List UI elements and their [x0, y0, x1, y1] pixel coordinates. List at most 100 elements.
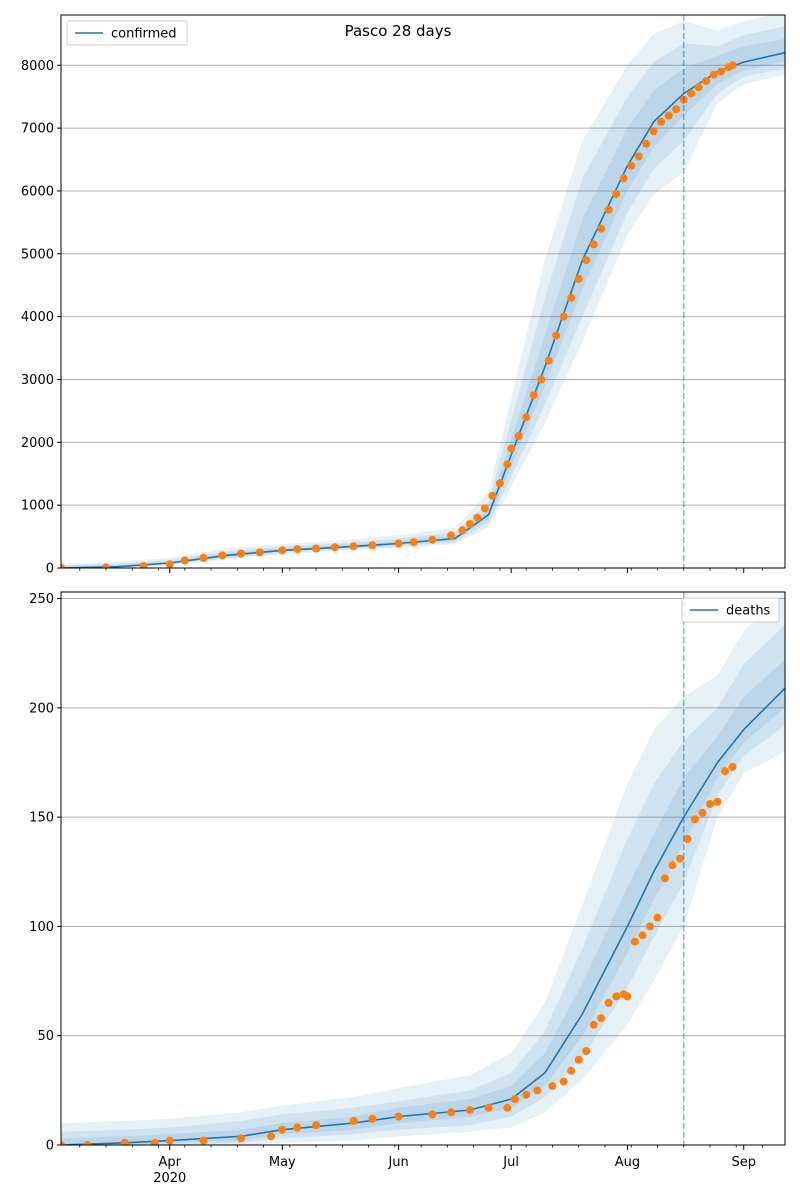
confirmed-legend-box — [66, 20, 188, 46]
deaths-observed-point — [61, 1141, 65, 1145]
deaths-observed-point — [698, 808, 707, 817]
deaths-panel: 0 50 100 150 200 250 Apr May Jun Jul Aug Sep 2020 dea… — [29, 591, 786, 1186]
deaths-observed-point — [567, 1066, 576, 1075]
deaths-observed-point — [447, 1108, 456, 1117]
confirmed-observed-point — [368, 541, 377, 550]
confirmed-observed-point — [664, 111, 673, 120]
confirmed-observed-point — [694, 83, 703, 92]
deaths-observed-point — [484, 1103, 493, 1112]
deaths-observed-point — [349, 1117, 358, 1125]
confirmed-observed-point — [507, 444, 516, 453]
deaths-legend: deaths — [681, 597, 780, 623]
confirmed-observed-point — [488, 491, 497, 500]
deaths-observed-point — [691, 815, 699, 824]
deaths-legend-box — [681, 597, 780, 623]
deaths-observed-point — [668, 861, 677, 870]
deaths-observed-point — [465, 1106, 474, 1114]
deaths-observed-point — [510, 1095, 519, 1104]
deaths-observed-point — [237, 1134, 246, 1143]
confirmed-observed-point — [687, 89, 696, 98]
confirmed-y-tick-label: 1000 — [21, 499, 54, 514]
deaths-observed-point — [683, 835, 692, 843]
confirmed-observed-point — [604, 205, 613, 214]
confirmed-y-tick-label: 6000 — [21, 184, 54, 199]
x-tick-label: May — [269, 1155, 296, 1170]
deaths-observed-point — [503, 1103, 512, 1112]
confirmed-observed-point — [589, 240, 598, 249]
confirmed-observed-point — [717, 67, 726, 76]
x-tick-label: Apr — [159, 1155, 182, 1170]
x-tick-label: Sep — [731, 1155, 756, 1170]
confirmed-observed-point — [642, 139, 651, 148]
deaths-observed-point — [559, 1077, 568, 1086]
confirmed-y-tick-label: 4000 — [21, 310, 54, 325]
confirmed-observed-point — [728, 61, 737, 70]
confirmed-observed-point — [495, 479, 504, 488]
deaths-observed-point — [661, 874, 669, 883]
deaths-observed-point — [604, 998, 613, 1007]
deaths-observed-point — [548, 1082, 557, 1090]
deaths-observed-point — [368, 1114, 377, 1123]
deaths-observed-point — [165, 1136, 174, 1145]
deaths-observed-point — [533, 1086, 542, 1095]
confirmed-y-tick-label: 5000 — [21, 247, 54, 262]
confirmed-observed-point — [627, 161, 636, 170]
confirmed-legend-label: confirmed — [111, 27, 177, 42]
deaths-y-tick-label: 0 — [46, 1139, 54, 1154]
confirmed-observed-point — [544, 356, 553, 365]
deaths-observed-point — [293, 1123, 302, 1132]
x-year-label: 2020 — [153, 1171, 186, 1186]
x-tick-label: Aug — [615, 1155, 640, 1170]
confirmed-observed-point — [237, 549, 246, 558]
confirmed-observed-point — [199, 553, 208, 562]
deaths-observed-point — [278, 1125, 287, 1134]
confirmed-observed-point — [218, 551, 227, 560]
confirmed-observed-point — [293, 545, 302, 554]
deaths-y-tick-label: 50 — [37, 1029, 54, 1044]
confirmed-uncertainty-band — [61, 26, 785, 568]
confirmed-y-tick-label: 3000 — [21, 373, 54, 388]
confirmed-observed-point — [473, 513, 482, 522]
confirmed-observed-point — [567, 293, 576, 302]
deaths-observed-point — [312, 1121, 321, 1130]
confirmed-observed-point — [709, 70, 718, 79]
confirmed-legend: confirmed — [66, 20, 188, 46]
deaths-observed-point — [267, 1132, 276, 1141]
confirmed-observed-point — [165, 560, 174, 568]
deaths-observed-point — [612, 992, 621, 1001]
confirmed-observed-point — [597, 224, 606, 233]
confirmed-observed-point — [702, 77, 711, 85]
confirmed-observed-point — [503, 460, 512, 469]
confirmed-uncertainty-band — [61, 38, 785, 568]
confirmed-y-tick-label: 7000 — [21, 122, 54, 137]
deaths-observed-point — [582, 1047, 591, 1055]
confirmed-observed-point — [522, 413, 531, 422]
confirmed-observed-point — [537, 375, 546, 384]
deaths-observed-point — [597, 1014, 606, 1023]
deaths-observed-point — [721, 767, 729, 776]
confirmed-observed-point — [330, 543, 339, 552]
confirmed-observed-point — [672, 105, 681, 114]
confirmed-observed-point — [409, 538, 418, 547]
deaths-y-tick-label: 250 — [29, 592, 54, 607]
x-tick-label: Jul — [502, 1155, 519, 1170]
confirmed-observed-point — [612, 190, 621, 199]
deaths-uncertainty-band — [61, 592, 785, 1145]
confirmed-observed-point — [514, 432, 523, 440]
confirmed-axes-frame — [60, 14, 786, 569]
deaths-observed-point — [574, 1055, 583, 1064]
deaths-observed-point — [522, 1090, 531, 1099]
confirmed-observed-point — [428, 535, 437, 544]
confirmed-observed-point — [278, 546, 287, 555]
deaths-y-tick-label: 200 — [29, 701, 54, 716]
deaths-observed-point — [120, 1138, 129, 1145]
deaths-observed-point — [676, 854, 684, 863]
confirmed-observed-point — [180, 556, 189, 565]
confirmed-panel: 0 1000 2000 3000 4000 5000 6000 7000 8000 Pasco 2… — [21, 14, 786, 577]
deaths-observed-point — [638, 931, 647, 940]
deaths-observed-point — [706, 800, 714, 808]
confirmed-y-tick-label: 2000 — [21, 436, 54, 451]
deaths-observed-point — [199, 1136, 208, 1145]
deaths-observed-point — [653, 913, 662, 922]
confirmed-observed-point — [255, 548, 264, 557]
